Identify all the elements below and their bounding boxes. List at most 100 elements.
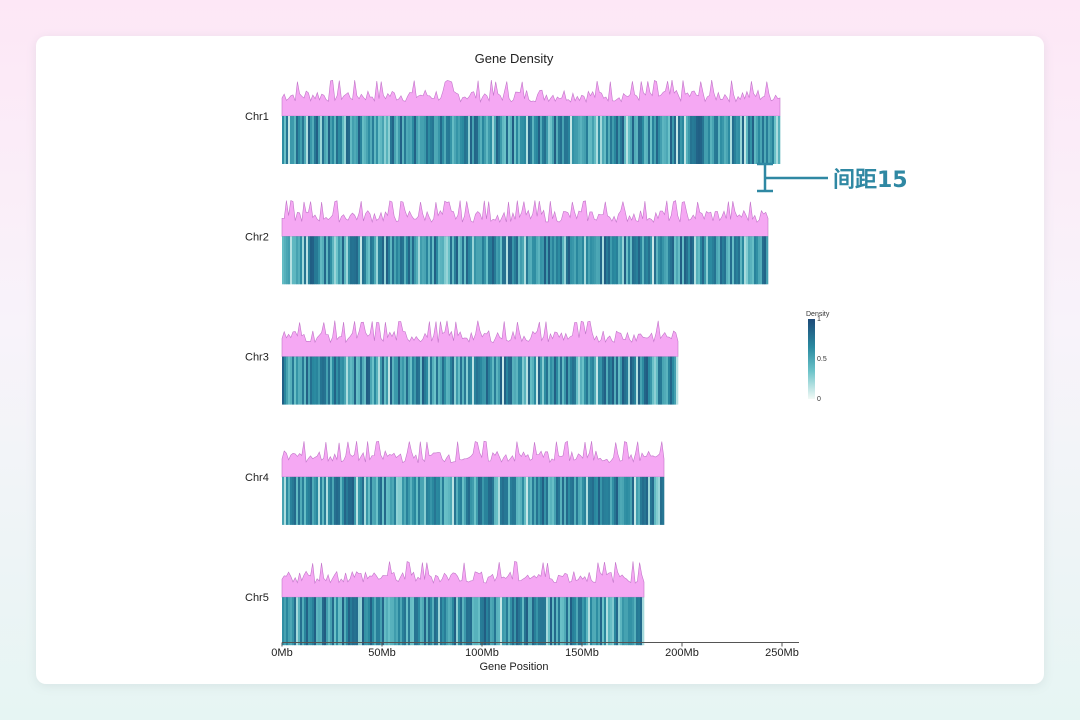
heatmap-bin <box>304 597 307 646</box>
heatmap-bin <box>508 236 511 285</box>
heatmap-bin <box>492 116 495 164</box>
heatmap-bin <box>380 236 383 285</box>
heatmap-bin <box>708 116 711 164</box>
heatmap-bin <box>596 356 599 405</box>
heatmap-bin <box>374 236 377 285</box>
heatmap-bin <box>434 476 437 525</box>
heatmap-bin <box>286 236 289 285</box>
heatmap-bin <box>316 356 319 405</box>
heatmap-bin <box>394 116 397 164</box>
heatmap-bin <box>754 116 757 164</box>
heatmap-bin <box>608 476 611 525</box>
heatmap-bin <box>402 236 405 285</box>
heatmap-bin <box>778 116 781 164</box>
heatmap-bin <box>386 236 389 285</box>
heatmap-bin <box>420 476 423 525</box>
heatmap-bin <box>454 476 457 525</box>
legend-title: Density <box>806 311 830 318</box>
heatmap-bin <box>548 236 551 285</box>
heatmap-bin <box>750 116 753 164</box>
heatmap-bin <box>418 597 421 646</box>
heatmap-bin <box>592 356 595 405</box>
heatmap-bin <box>450 476 453 525</box>
heatmap-bin <box>718 236 721 285</box>
heatmap-bin <box>646 116 649 164</box>
heatmap-bin <box>770 116 773 164</box>
heatmap-bin <box>288 597 291 646</box>
heatmap-bin <box>310 116 313 164</box>
heatmap-bin <box>620 356 623 405</box>
heatmap-bin <box>764 236 767 285</box>
heatmap-bin <box>388 597 391 646</box>
heatmap-bin <box>412 356 415 405</box>
heatmap-bin <box>584 116 587 164</box>
heatmap-strip-chr3 <box>282 356 679 405</box>
heatmap-bin <box>568 476 571 525</box>
heatmap-bin <box>654 116 657 164</box>
heatmap-bin <box>358 597 361 646</box>
heatmap-bin <box>400 356 403 405</box>
heatmap-bin <box>494 116 497 164</box>
heatmap-bin <box>490 236 493 285</box>
heatmap-bin <box>702 116 705 164</box>
heatmap-bin <box>652 356 655 405</box>
heatmap-bin <box>316 116 319 164</box>
heatmap-bin <box>378 476 381 525</box>
heatmap-bin <box>626 236 629 285</box>
heatmap-bin <box>316 236 319 285</box>
chromosome-label: Chr1 <box>245 111 269 123</box>
heatmap-bin <box>488 236 491 285</box>
heatmap-bin <box>566 476 569 525</box>
heatmap-bin <box>536 476 539 525</box>
heatmap-bin <box>620 236 623 285</box>
heatmap-bin <box>604 476 607 525</box>
heatmap-bin <box>526 597 529 646</box>
heatmap-bin <box>462 597 465 646</box>
heatmap-bin <box>466 356 469 405</box>
heatmap-bin <box>610 116 613 164</box>
heatmap-bin <box>358 236 361 285</box>
heatmap-bin <box>586 116 589 164</box>
heatmap-bin <box>498 116 501 164</box>
heatmap-bin <box>316 597 319 646</box>
heatmap-bin <box>390 476 393 525</box>
heatmap-bin <box>504 116 507 164</box>
heatmap-bin <box>614 236 617 285</box>
heatmap-bin <box>442 597 445 646</box>
heatmap-bin <box>600 236 603 285</box>
heatmap-bin <box>696 236 699 285</box>
heatmap-bin <box>500 476 503 525</box>
heatmap-bin <box>458 597 461 646</box>
heatmap-bin <box>422 236 425 285</box>
heatmap-bin <box>558 116 561 164</box>
heatmap-bin <box>442 356 445 405</box>
heatmap-bin <box>406 597 409 646</box>
heatmap-bin <box>654 236 657 285</box>
heatmap-bin <box>456 236 459 285</box>
heatmap-bin <box>324 116 327 164</box>
heatmap-bin <box>368 597 371 646</box>
heatmap-bin <box>574 356 577 405</box>
heatmap-bin <box>572 476 575 525</box>
heatmap-bin <box>368 356 371 405</box>
heatmap-bin <box>394 236 397 285</box>
heatmap-bin <box>494 476 497 525</box>
density-track-chr1 <box>281 80 781 117</box>
heatmap-bin <box>686 236 689 285</box>
heatmap-bin <box>638 597 641 646</box>
heatmap-bin <box>446 236 449 285</box>
heatmap-bin <box>300 236 303 285</box>
heatmap-bin <box>538 597 541 646</box>
heatmap-bin <box>678 116 681 164</box>
heatmap-bin <box>612 116 615 164</box>
heatmap-bin <box>646 236 649 285</box>
heatmap-bin <box>576 597 579 646</box>
heatmap-bin <box>354 476 357 525</box>
heatmap-bin <box>452 597 455 646</box>
heatmap-bin <box>710 236 713 285</box>
heatmap-bin <box>342 597 345 646</box>
heatmap-bin <box>512 597 515 646</box>
heatmap-bin <box>572 236 575 285</box>
heatmap-bin <box>318 116 321 164</box>
heatmap-bin <box>698 116 701 164</box>
